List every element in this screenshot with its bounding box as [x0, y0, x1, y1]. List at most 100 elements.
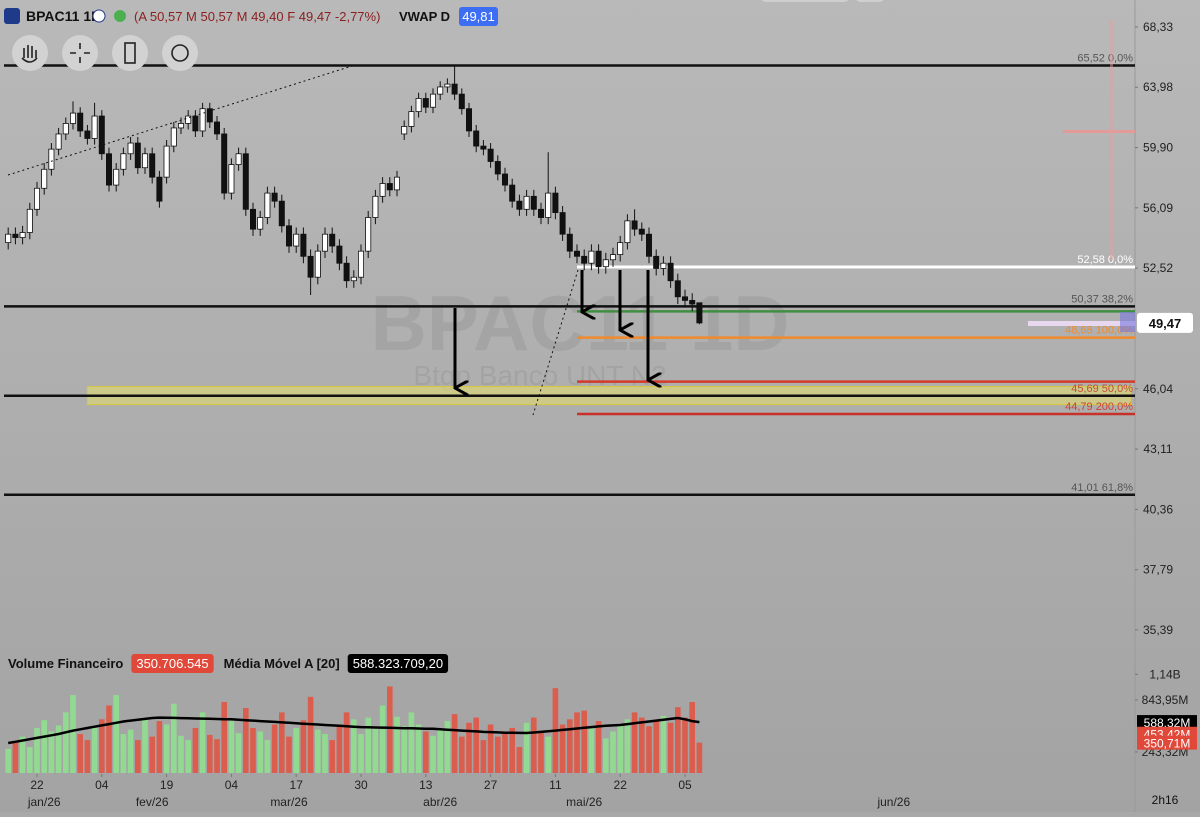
y-tick-label: 52,52 — [1143, 261, 1173, 275]
candle — [408, 105, 415, 133]
y-tick-label: 46,04 — [1143, 382, 1173, 396]
month-label: abr/26 — [423, 795, 457, 809]
candle — [667, 256, 674, 288]
volume-bar — [12, 742, 19, 773]
candle-body — [631, 220, 638, 230]
level-label: 41,01 61,8% — [1071, 482, 1133, 494]
tool-crosshair[interactable] — [62, 35, 98, 71]
watermark-symbol: BPAC11 1D — [370, 279, 789, 367]
candle — [638, 222, 645, 241]
profile-bar — [1120, 312, 1135, 332]
candle-body — [674, 280, 681, 298]
axis-marker-box — [1137, 735, 1197, 750]
volume-bar — [351, 719, 357, 773]
volume-bar — [135, 740, 141, 773]
volume-bar — [423, 731, 429, 773]
candle — [343, 256, 350, 288]
candle — [574, 244, 581, 264]
volume-bar — [408, 712, 415, 773]
icon — [21, 45, 38, 63]
toolbar — [12, 35, 198, 71]
volume-bar — [99, 719, 105, 773]
level-label: 52,58 0,0% — [1077, 254, 1133, 266]
candle-body — [177, 123, 184, 129]
candle — [206, 102, 213, 128]
volume-bar — [595, 721, 602, 773]
volume-bar — [178, 735, 184, 773]
icon — [124, 42, 136, 64]
candle — [501, 167, 508, 192]
volume-bar — [531, 717, 537, 773]
candle — [329, 227, 336, 253]
candle — [494, 155, 501, 181]
x-tick-label: 19 — [160, 778, 174, 792]
candle — [538, 202, 545, 225]
candle — [357, 244, 364, 285]
month-label: mai/26 — [566, 795, 602, 809]
candle-body — [257, 217, 264, 230]
candle — [127, 136, 134, 160]
candle — [415, 92, 422, 118]
candle — [365, 210, 372, 259]
volume-bar — [567, 719, 573, 773]
volume-bar — [149, 736, 155, 773]
volume-bar — [106, 705, 112, 773]
candle — [336, 239, 343, 271]
symbol[interactable]: BPAC11 1D — [26, 8, 101, 24]
candle-body — [480, 145, 487, 150]
candle-body — [41, 168, 48, 189]
candle — [91, 102, 98, 145]
candle — [120, 147, 127, 176]
candle — [113, 163, 120, 192]
level-label: 48,68 100,0% — [1065, 325, 1133, 337]
volume-bar — [27, 747, 33, 773]
volume-bar — [343, 712, 350, 773]
candle — [307, 249, 314, 296]
volume-bar — [91, 727, 98, 773]
tab[interactable] — [855, 0, 885, 2]
volume-bar — [221, 702, 227, 773]
icon — [70, 43, 90, 63]
candle — [487, 143, 494, 168]
candle-body — [48, 148, 55, 170]
candle-body — [235, 153, 242, 165]
candle — [552, 186, 559, 220]
candle — [674, 273, 681, 305]
candle-body — [487, 148, 494, 162]
candle-body — [401, 126, 408, 135]
candle-body — [545, 192, 552, 218]
volume-bar — [466, 722, 472, 773]
tool-hand[interactable] — [12, 35, 48, 71]
candle — [523, 189, 530, 216]
volume-bar — [34, 727, 40, 773]
tool-ruler[interactable] — [112, 35, 148, 71]
level-label: 45,69 50,0% — [1071, 383, 1133, 395]
profile-bar — [1063, 130, 1135, 133]
candle — [379, 177, 386, 203]
legend-value: 350.706.545 — [136, 656, 208, 671]
volume-bar — [113, 695, 119, 773]
symbol-logo — [4, 8, 20, 24]
candle — [77, 107, 84, 137]
candle-body — [689, 300, 696, 305]
volume-bar — [682, 717, 688, 773]
candle-body — [185, 115, 192, 124]
candle-body — [134, 142, 141, 169]
candle — [653, 249, 660, 276]
candle — [199, 102, 206, 137]
volume-bar — [70, 695, 76, 773]
tool-target[interactable] — [162, 35, 198, 71]
candle — [257, 210, 264, 236]
profile-bar — [1028, 321, 1135, 326]
month-label: jun/26 — [876, 795, 910, 809]
candle — [26, 202, 33, 240]
candle — [271, 186, 278, 208]
candle-body — [379, 183, 386, 197]
candle-body — [12, 233, 19, 238]
candle-body — [321, 233, 328, 252]
profile-bar — [1110, 20, 1113, 260]
tab[interactable] — [760, 0, 850, 2]
icon — [171, 44, 189, 62]
volume-bar — [588, 727, 595, 773]
candle — [5, 227, 12, 250]
